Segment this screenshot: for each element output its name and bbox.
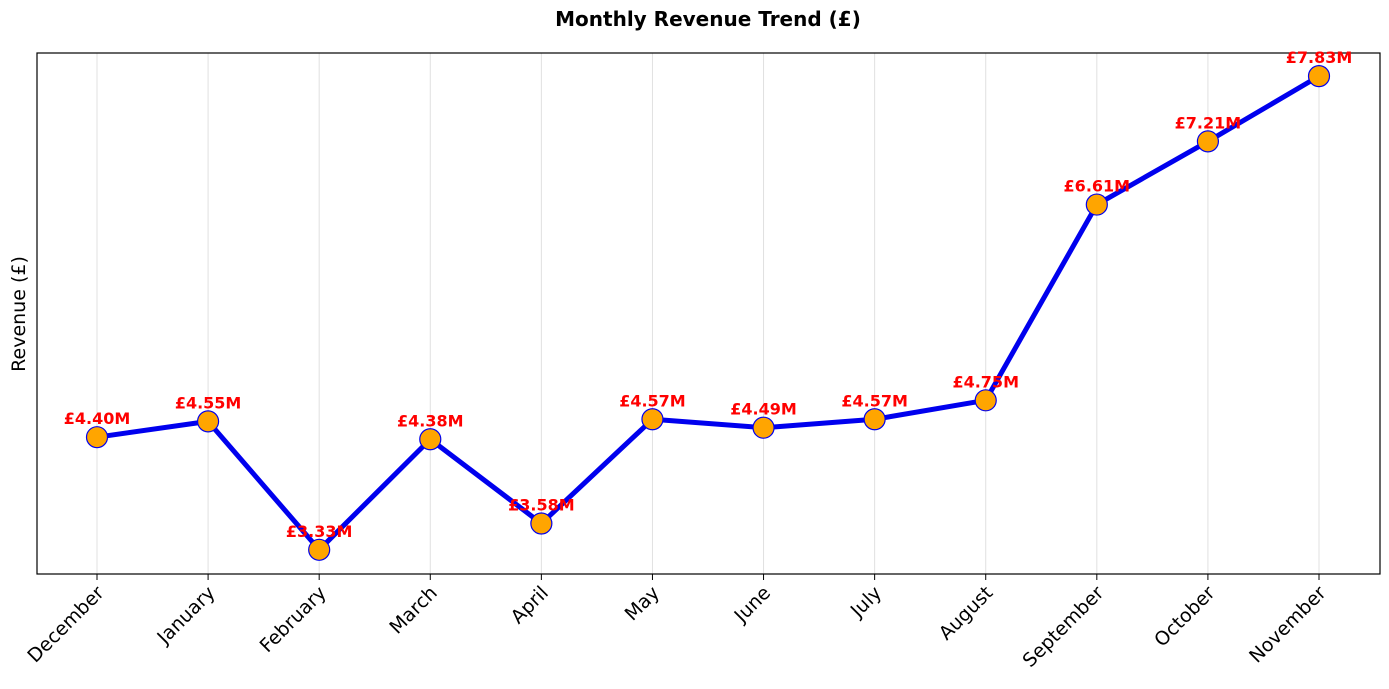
x-tick-label: February bbox=[256, 582, 331, 657]
data-point-marker bbox=[419, 428, 442, 451]
data-label: £4.49M bbox=[730, 400, 797, 419]
x-tick-label: May bbox=[621, 582, 664, 625]
data-point-marker bbox=[752, 416, 775, 439]
data-label: £6.61M bbox=[1064, 177, 1131, 196]
series-line bbox=[94, 73, 1322, 553]
data-point-marker bbox=[85, 426, 109, 449]
data-label: £3.58M bbox=[508, 495, 575, 514]
data-point-marker bbox=[974, 389, 997, 412]
data-label: £4.57M bbox=[841, 391, 908, 410]
grid-lines bbox=[96, 53, 1320, 574]
x-tick-label: October bbox=[1150, 582, 1219, 651]
x-tick-label: September bbox=[1019, 582, 1109, 672]
marker-layer bbox=[85, 65, 1331, 561]
x-tick-label: August bbox=[935, 582, 998, 645]
data-point-marker bbox=[308, 538, 331, 561]
x-tick-layer: December January February March April May June… bbox=[23, 574, 1331, 672]
data-label: £7.21M bbox=[1175, 113, 1242, 132]
x-tick-label: July bbox=[846, 582, 886, 622]
data-label: £4.55M bbox=[175, 393, 242, 412]
plot-area-frame bbox=[36, 52, 1381, 575]
data-label: £4.57M bbox=[619, 391, 686, 410]
chart-title: Monthly Revenue Trend (£) bbox=[555, 7, 861, 31]
data-label: £7.83M bbox=[1286, 48, 1353, 67]
x-tick-label: April bbox=[507, 582, 553, 628]
data-point-marker bbox=[1196, 130, 1220, 153]
x-tick-label: March bbox=[385, 582, 442, 639]
data-label: £4.38M bbox=[397, 411, 464, 430]
y-axis-label: Revenue (£) bbox=[8, 256, 30, 372]
x-tick-label: December bbox=[23, 582, 108, 667]
series-line-layer bbox=[94, 73, 1322, 553]
data-point-marker bbox=[530, 512, 553, 535]
x-tick-label: June bbox=[730, 582, 776, 628]
data-point-marker bbox=[1085, 193, 1108, 216]
data-label: £4.75M bbox=[952, 372, 1019, 391]
data-label-layer: £4.40M £4.55M £3.33M £4.38M £3.58M £4.57M £4.4… bbox=[64, 48, 1353, 541]
data-point-marker bbox=[1307, 65, 1331, 88]
x-tick-label: January bbox=[152, 582, 219, 649]
data-point-marker bbox=[641, 408, 664, 431]
data-point-marker bbox=[863, 408, 886, 431]
data-label: £4.40M bbox=[64, 409, 131, 428]
x-tick-label: November bbox=[1245, 582, 1331, 668]
data-point-marker bbox=[196, 410, 220, 433]
data-label: £3.33M bbox=[286, 522, 353, 541]
